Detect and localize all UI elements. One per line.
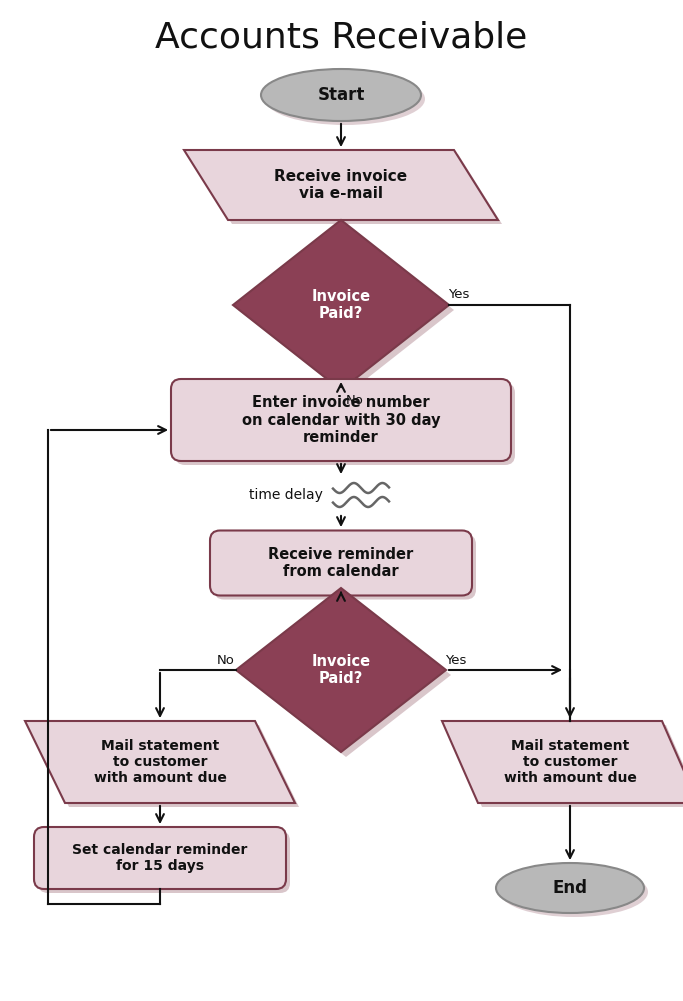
Text: End: End bbox=[553, 879, 587, 897]
FancyBboxPatch shape bbox=[214, 535, 476, 600]
Polygon shape bbox=[233, 220, 449, 390]
Ellipse shape bbox=[496, 863, 644, 913]
Polygon shape bbox=[446, 725, 683, 807]
Text: Set calendar reminder
for 15 days: Set calendar reminder for 15 days bbox=[72, 843, 248, 873]
FancyBboxPatch shape bbox=[171, 379, 511, 461]
Polygon shape bbox=[241, 593, 451, 757]
Text: Receive reminder
from calendar: Receive reminder from calendar bbox=[268, 547, 414, 580]
Polygon shape bbox=[188, 154, 502, 224]
Ellipse shape bbox=[265, 73, 425, 125]
Polygon shape bbox=[29, 725, 299, 807]
Polygon shape bbox=[238, 225, 454, 395]
Text: Accounts Receivable: Accounts Receivable bbox=[155, 21, 527, 55]
Text: Yes: Yes bbox=[445, 654, 466, 667]
Ellipse shape bbox=[261, 69, 421, 121]
Text: Invoice
Paid?: Invoice Paid? bbox=[311, 654, 371, 687]
FancyBboxPatch shape bbox=[175, 383, 515, 465]
FancyBboxPatch shape bbox=[38, 831, 290, 893]
Polygon shape bbox=[236, 588, 446, 752]
Ellipse shape bbox=[500, 867, 648, 917]
Text: Enter invoice number
on calendar with 30 day
reminder: Enter invoice number on calendar with 30… bbox=[242, 395, 441, 444]
Text: Invoice
Paid?: Invoice Paid? bbox=[311, 289, 371, 321]
Polygon shape bbox=[25, 721, 295, 803]
Text: Receive invoice
via e-mail: Receive invoice via e-mail bbox=[275, 169, 408, 201]
Text: Yes: Yes bbox=[448, 288, 470, 301]
FancyBboxPatch shape bbox=[210, 531, 472, 596]
Polygon shape bbox=[442, 721, 683, 803]
FancyBboxPatch shape bbox=[34, 827, 286, 889]
Text: No: No bbox=[217, 654, 235, 667]
Polygon shape bbox=[184, 150, 498, 220]
Text: Mail statement
to customer
with amount due: Mail statement to customer with amount d… bbox=[503, 739, 637, 785]
Text: Start: Start bbox=[318, 86, 365, 104]
Text: No: No bbox=[346, 393, 364, 406]
Text: time delay: time delay bbox=[249, 488, 323, 502]
Text: Mail statement
to customer
with amount due: Mail statement to customer with amount d… bbox=[94, 739, 227, 785]
